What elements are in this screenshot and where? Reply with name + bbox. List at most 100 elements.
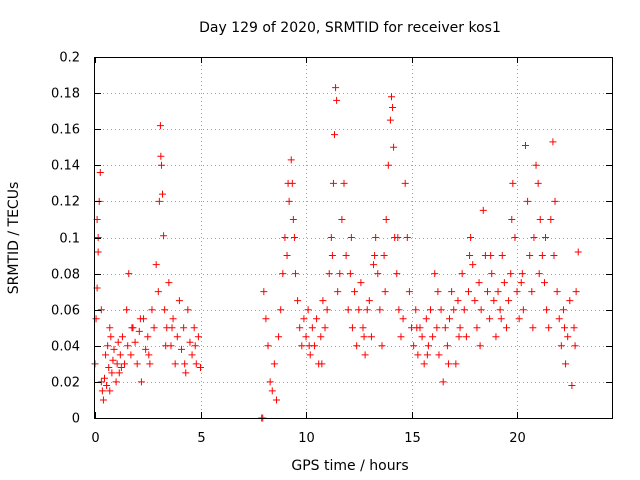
data-point <box>344 306 352 314</box>
data-point <box>465 288 473 296</box>
data-point <box>336 270 344 278</box>
data-point <box>298 342 306 350</box>
data-point <box>526 252 534 260</box>
data-point <box>304 306 312 314</box>
data-point <box>96 169 104 177</box>
data-point <box>342 252 350 260</box>
data-point <box>570 324 578 332</box>
data-point <box>283 252 291 260</box>
data-point <box>116 351 124 359</box>
data-point <box>327 234 335 241</box>
data-point <box>334 288 342 296</box>
data-point <box>530 234 538 241</box>
data-point <box>551 197 559 205</box>
data-point <box>446 315 454 323</box>
data-point <box>517 279 525 287</box>
data-point <box>395 306 403 314</box>
y-tick-label: 0.1 <box>59 232 80 247</box>
data-point <box>137 378 145 386</box>
data-point <box>497 315 505 323</box>
data-point <box>553 288 561 296</box>
data-point <box>108 369 116 377</box>
data-point <box>535 270 543 278</box>
data-point <box>287 156 295 164</box>
data-point <box>545 324 553 332</box>
data-point <box>473 324 481 332</box>
data-point <box>422 315 430 323</box>
data-point <box>511 234 519 241</box>
data-point <box>188 351 196 359</box>
data-point <box>114 338 122 346</box>
data-point <box>455 333 463 341</box>
data-point <box>194 333 202 341</box>
data-point <box>285 197 293 205</box>
data-point <box>374 270 382 278</box>
data-point <box>500 279 508 287</box>
plot-frame <box>94 57 613 419</box>
data-point <box>348 324 356 332</box>
data-point <box>386 116 394 124</box>
data-point <box>178 345 186 353</box>
data-point <box>173 333 181 341</box>
data-point <box>529 324 537 332</box>
data-point <box>443 342 451 350</box>
data-point <box>160 232 168 240</box>
data-point <box>355 306 363 314</box>
data-point <box>284 179 292 187</box>
data-point <box>105 363 113 371</box>
data-point <box>427 306 435 314</box>
data-point <box>382 215 390 223</box>
data-point <box>557 342 565 350</box>
data-point <box>133 360 141 368</box>
data-point <box>486 315 494 323</box>
data-point <box>490 297 498 305</box>
data-point <box>424 342 432 350</box>
data-point <box>340 179 348 187</box>
data-point <box>128 324 136 332</box>
data-point <box>289 215 297 223</box>
data-point <box>347 234 355 241</box>
data-point <box>555 315 563 323</box>
data-point <box>182 369 190 377</box>
data-point <box>534 179 542 187</box>
data-point <box>568 382 576 390</box>
data-point <box>542 234 550 241</box>
data-point <box>528 288 536 296</box>
data-point <box>401 179 409 187</box>
data-point <box>361 351 369 359</box>
data-point <box>488 270 496 278</box>
data-point <box>547 215 555 223</box>
data-point <box>390 143 398 151</box>
data-point <box>113 360 121 368</box>
x-tick-label: 15 <box>404 431 421 446</box>
data-point <box>367 333 375 341</box>
data-point <box>127 351 135 359</box>
data-point <box>357 279 365 287</box>
data-point <box>186 338 194 346</box>
data-point <box>477 306 485 314</box>
data-point <box>360 333 368 341</box>
data-point <box>566 297 574 305</box>
data-point <box>106 387 114 395</box>
data-point <box>135 327 143 335</box>
data-point <box>492 333 500 341</box>
y-tick-label: 0.14 <box>51 159 80 174</box>
data-point <box>456 324 464 332</box>
data-point <box>536 215 544 223</box>
data-point <box>434 288 442 296</box>
data-point <box>515 315 523 323</box>
data-point <box>502 324 510 332</box>
data-point <box>277 306 285 314</box>
y-tick-label: 0.2 <box>59 51 80 66</box>
data-point <box>331 131 339 139</box>
data-point <box>157 152 165 160</box>
data-point <box>109 356 117 364</box>
data-point <box>260 288 268 296</box>
data-point <box>121 360 129 368</box>
data-point <box>319 297 327 305</box>
data-point <box>142 345 150 353</box>
data-point <box>291 270 299 278</box>
data-point <box>389 104 397 112</box>
data-point <box>574 248 582 256</box>
data-point <box>323 306 331 314</box>
